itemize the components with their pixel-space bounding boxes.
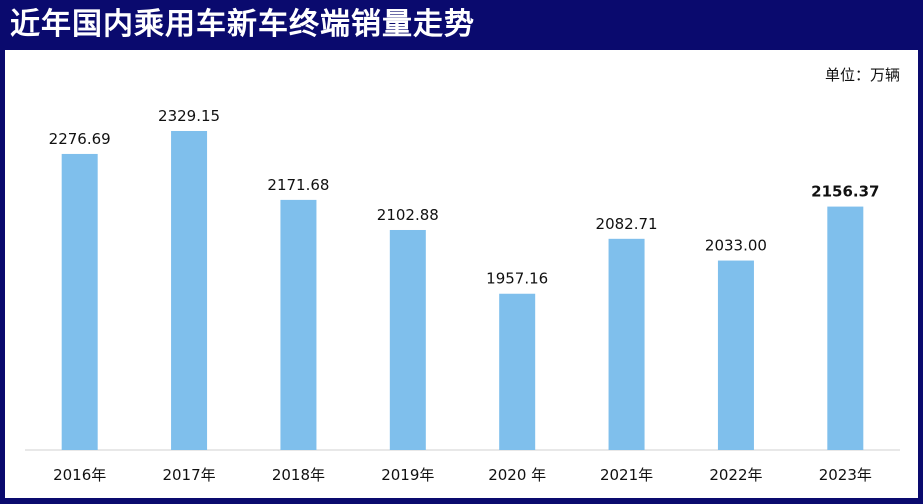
x-tick-label-3: 2019年 (381, 466, 434, 484)
value-label-7: 2156.37 (811, 183, 879, 201)
value-label-3: 2102.88 (377, 206, 439, 224)
chart-panel: 单位：万辆 2276.69 2329.15 2171.68 2102.88 1957.1… (5, 50, 918, 498)
x-tick-label-4: 2020 年 (488, 466, 546, 484)
bar-chart: 2276.69 2329.15 2171.68 2102.88 1957.16 2082.… (25, 107, 900, 484)
chart-title: 近年国内乘用车新车终端销量走势 (10, 7, 475, 42)
bar-7 (827, 206, 864, 450)
x-tick-label-0: 2016年 (53, 466, 106, 484)
value-label-0: 2276.69 (49, 130, 111, 148)
bar-0 (61, 153, 98, 450)
x-tick-labels-group: 2016年 2017年 2018年 2019年 2020 年 2021年 2022年 2023… (53, 466, 872, 484)
x-tick-label-7: 2023年 (819, 466, 872, 484)
value-label-4: 1957.16 (486, 270, 548, 288)
x-tick-label-5: 2021年 (600, 466, 653, 484)
bar-5 (608, 238, 645, 450)
value-labels-group: 2276.69 2329.15 2171.68 2102.88 1957.16 2082.… (49, 107, 880, 288)
value-label-5: 2082.71 (596, 215, 658, 233)
unit-label: 单位：万辆 (824, 66, 900, 84)
value-label-2: 2171.68 (267, 176, 329, 194)
value-label-6: 2033.00 (705, 237, 767, 255)
value-label-1: 2329.15 (158, 107, 220, 125)
bar-6 (717, 260, 754, 450)
bar-3 (389, 229, 426, 450)
x-tick-label-2: 2018年 (272, 466, 325, 484)
x-tick-label-1: 2017年 (162, 466, 215, 484)
bar-2 (280, 199, 317, 450)
x-tick-label-6: 2022年 (709, 466, 762, 484)
bar-1 (171, 130, 208, 450)
bar-4 (499, 293, 536, 450)
bars-group (61, 130, 864, 450)
